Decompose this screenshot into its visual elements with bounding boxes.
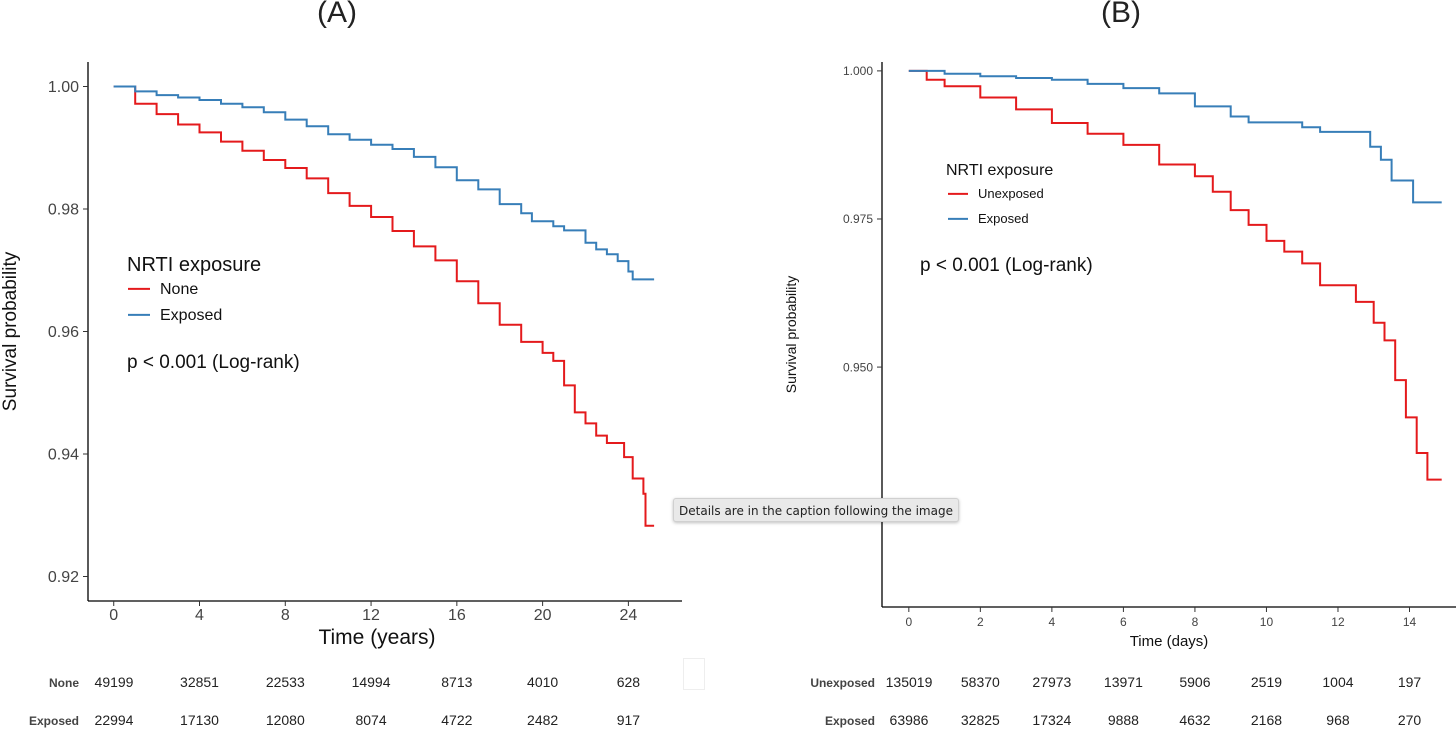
- y-tick-label: 0.975: [843, 212, 873, 226]
- x-tick-label: 12: [1331, 615, 1345, 629]
- x-tick-label: 12: [362, 607, 380, 624]
- risk-row-label: Unexposed: [810, 676, 875, 690]
- risk-row-label: Exposed: [29, 714, 79, 728]
- x-tick-label: 2: [977, 615, 984, 629]
- risk-cell: 13971: [1104, 674, 1143, 690]
- x-tick-label: 0: [905, 615, 912, 629]
- legend-item-exposed: Exposed: [160, 307, 222, 324]
- risk-cell: 4632: [1179, 712, 1210, 728]
- x-tick-label: 0: [109, 607, 118, 624]
- risk-cell: 12080: [266, 712, 305, 728]
- legend-title: NRTI exposure: [946, 162, 1053, 179]
- risk-cell: 628: [617, 674, 641, 690]
- chart-panel-a: (A) 0.92 0.94 0.96 0.98 1.00 0 4 8 12 16 20 24 Time (…: [0, 0, 682, 728]
- y-tick-label: 0.98: [48, 202, 79, 219]
- p-value-annotation: p < 0.001 (Log-rank): [127, 352, 300, 373]
- risk-cell: 9888: [1108, 712, 1139, 728]
- risk-cell: 2168: [1251, 712, 1282, 728]
- legend-item-none: None: [160, 281, 198, 298]
- survival-curve-unexposed: [908, 69, 1442, 481]
- panel-title: (A): [317, 0, 357, 29]
- risk-cell: 4722: [441, 712, 472, 728]
- risk-cell: 2519: [1251, 674, 1282, 690]
- risk-cell: 17324: [1032, 712, 1071, 728]
- panel-title: (B): [1101, 0, 1141, 29]
- risk-cell: 14994: [352, 674, 391, 690]
- risk-cell: 22533: [266, 674, 305, 690]
- x-tick-label: 8: [281, 607, 290, 624]
- x-tick-label: 4: [195, 607, 204, 624]
- y-axis-label: Survival probability: [783, 276, 799, 394]
- risk-cell: 1004: [1322, 674, 1353, 690]
- risk-cell: 197: [1398, 674, 1422, 690]
- survival-curve-none: [113, 85, 655, 527]
- empty-cell: [683, 658, 705, 690]
- y-axis-label: Survival probability: [0, 251, 21, 411]
- caption-tooltip: Details are in the caption following the…: [673, 498, 959, 522]
- p-value-annotation: p < 0.001 (Log-rank): [920, 255, 1093, 276]
- risk-cell: 8074: [355, 712, 386, 728]
- x-tick-label: 20: [534, 607, 552, 624]
- x-axis-label: Time (years): [318, 626, 435, 649]
- x-tick-label: 16: [448, 607, 466, 624]
- risk-cell: 4010: [527, 674, 558, 690]
- x-tick-label: 14: [1403, 615, 1417, 629]
- x-tick-label: 8: [1192, 615, 1199, 629]
- risk-cell: 22994: [95, 712, 134, 728]
- y-tick-label: 0.92: [48, 569, 79, 586]
- y-tick-label: 0.94: [48, 447, 79, 464]
- risk-cell: 968: [1326, 712, 1350, 728]
- survival-curve-exposed: [908, 69, 1442, 204]
- legend-item-exposed: Exposed: [978, 211, 1029, 226]
- x-tick-label: 6: [1120, 615, 1127, 629]
- y-tick-label: 1.000: [843, 64, 873, 78]
- chart-panel-b: (B) 0.950 0.975 1.000 0 2 4 6 8 10 12 14 Time (days)…: [783, 0, 1456, 728]
- risk-row-label: None: [49, 676, 79, 690]
- x-axis-label: Time (days): [1130, 633, 1209, 650]
- risk-cell: 917: [617, 712, 641, 728]
- x-tick-label: 10: [1260, 615, 1274, 629]
- risk-cell: 8713: [441, 674, 472, 690]
- y-tick-label: 0.96: [48, 324, 79, 341]
- risk-cell: 27973: [1032, 674, 1071, 690]
- risk-cell: 32825: [961, 712, 1000, 728]
- x-tick-label: 24: [619, 607, 637, 624]
- risk-cell: 17130: [180, 712, 219, 728]
- risk-cell: 270: [1398, 712, 1422, 728]
- risk-cell: 135019: [886, 674, 933, 690]
- legend-title: NRTI exposure: [127, 254, 261, 276]
- survival-curve-exposed: [113, 85, 655, 281]
- risk-cell: 58370: [961, 674, 1000, 690]
- risk-cell: 5906: [1179, 674, 1210, 690]
- y-tick-label: 0.950: [843, 360, 873, 374]
- x-tick-label: 4: [1049, 615, 1056, 629]
- risk-cell: 49199: [95, 674, 134, 690]
- risk-row-label: Exposed: [825, 714, 875, 728]
- legend-item-unexposed: Unexposed: [978, 186, 1044, 201]
- risk-cell: 63986: [890, 712, 929, 728]
- risk-cell: 32851: [180, 674, 219, 690]
- y-tick-label: 1.00: [48, 79, 79, 96]
- risk-cell: 2482: [527, 712, 558, 728]
